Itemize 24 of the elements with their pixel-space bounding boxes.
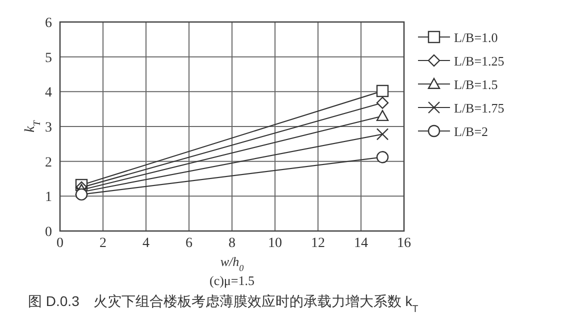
legend-label: L/B=1.75 xyxy=(454,100,504,116)
x-tick-label: 0 xyxy=(56,236,64,251)
y-tick-label: 6 xyxy=(45,16,52,31)
x-tick-label: 10 xyxy=(268,236,282,251)
x-tick-label: 4 xyxy=(142,236,150,251)
legend-label: L/B=1.5 xyxy=(454,77,498,92)
x-tick-label: 2 xyxy=(100,236,106,251)
legend-label: L/B=1.0 xyxy=(454,30,498,45)
text: (c)μ=1.5 xyxy=(210,273,254,288)
y-tick-label: 4 xyxy=(45,86,52,101)
legend-label: L/B=2 xyxy=(454,124,488,139)
y-tick-label: 5 xyxy=(45,50,52,66)
x-tick-label: 16 xyxy=(397,236,411,251)
x-tick-label: 8 xyxy=(228,236,236,251)
x-axis-title: w/h$_{0}$ xyxy=(220,254,244,273)
legend-label: L/B=1.25 xyxy=(454,54,504,68)
y-tick-label: 0 xyxy=(45,225,52,240)
x-tick-label: 14 xyxy=(354,236,368,251)
x-tick-label: 6 xyxy=(186,236,192,251)
y-tick-label: 2 xyxy=(45,155,52,170)
x-tick-label: 12 xyxy=(311,236,325,251)
y-tick-label: 3 xyxy=(45,120,52,136)
text: 图 D.0.3 火灾下组合楼板考虑薄膜效应时的承载力增大系数 k$_{T}$ xyxy=(28,293,418,314)
y-tick-label: 1 xyxy=(45,190,52,206)
